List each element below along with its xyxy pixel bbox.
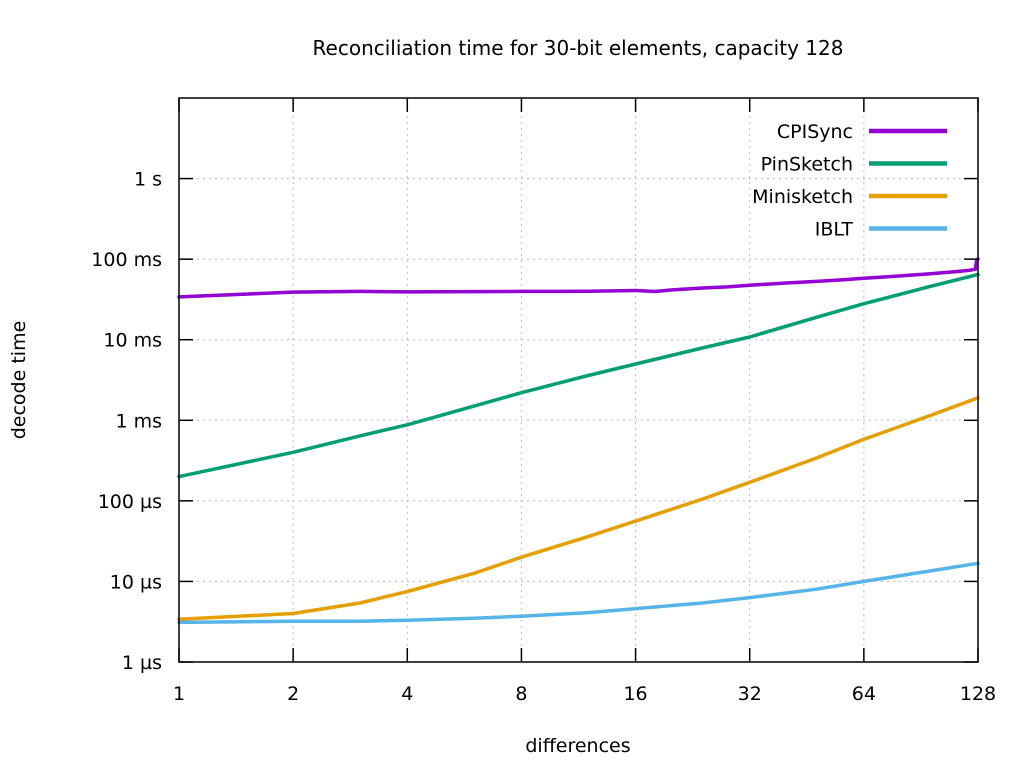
x-axis-label: differences	[525, 735, 630, 757]
y-tick-label: 10 ms	[103, 330, 162, 352]
x-tick-label: 4	[401, 683, 413, 705]
plot-border	[178, 97, 979, 663]
legend-label: IBLT	[815, 219, 854, 241]
x-tick-label: 2	[287, 683, 299, 705]
x-tick-label: 64	[852, 683, 876, 705]
legend-label: PinSketch	[761, 154, 853, 176]
y-axis-label: decode time	[8, 321, 30, 440]
legend-label: Minisketch	[752, 186, 853, 208]
y-tick-label: 100 µs	[98, 491, 162, 513]
chart-title: Reconciliation time for 30-bit elements,…	[313, 36, 844, 60]
x-tick-label: 32	[738, 683, 762, 705]
legend-item-pinsketch: PinSketch	[761, 154, 947, 176]
legend-item-iblt: IBLT	[815, 219, 947, 241]
y-tick-label: 1 s	[134, 169, 162, 191]
legend: CPISync PinSketch Minisketch IBLT	[752, 121, 947, 241]
x-tick-label: 16	[623, 683, 647, 705]
axis-ticks	[178, 98, 979, 663]
x-tick-label: 8	[515, 683, 527, 705]
series-line-pinsketch	[177, 272, 980, 479]
x-tick-labels: 1 2 4 8 16 32 64 128	[173, 683, 996, 705]
legend-item-cpisync: CPISync	[777, 121, 947, 143]
legend-item-minisketch: Minisketch	[752, 186, 947, 208]
x-tick-label: 1	[173, 683, 185, 705]
series-line-iblt	[177, 561, 980, 625]
y-tick-label: 1 µs	[122, 652, 162, 674]
series-line-minisketch	[177, 396, 980, 621]
y-tick-labels: 1 µs 10 µs 100 µs 1 ms 10 ms 100 ms 1 s	[91, 169, 162, 674]
y-tick-label: 100 ms	[91, 249, 162, 271]
y-tick-label: 1 ms	[115, 410, 162, 432]
x-tick-label: 128	[960, 683, 996, 705]
data-series	[177, 257, 980, 625]
gridlines	[179, 98, 978, 662]
legend-label: CPISync	[777, 121, 853, 143]
y-tick-label: 10 µs	[110, 571, 162, 593]
series-line-cpisync	[177, 257, 980, 299]
